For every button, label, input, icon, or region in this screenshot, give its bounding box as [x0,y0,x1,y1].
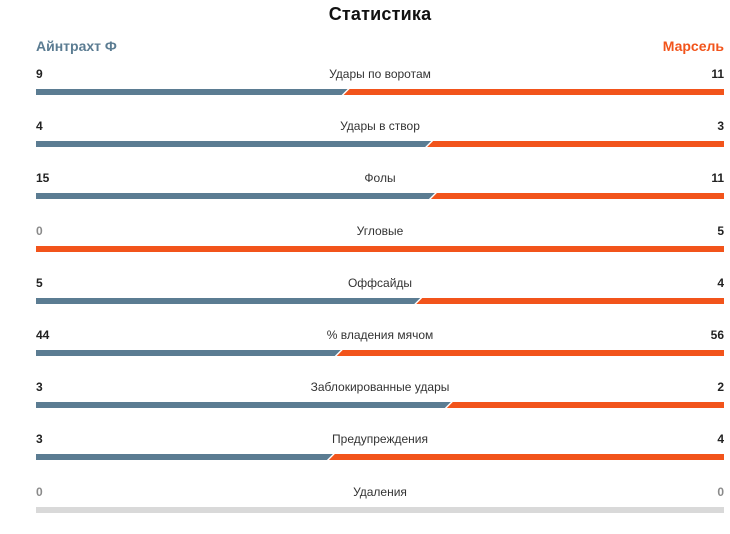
away-share-bar [416,297,724,304]
stat-bar [36,350,724,356]
stat-row-shots: 9 Удары по воротам 11 [36,67,724,101]
home-share-bar [36,141,432,148]
stat-bar-svg [36,141,724,148]
home-share-bar [36,350,341,356]
home-team-name[interactable]: Айнтрахт Ф [36,38,117,54]
stat-label: Оффсайды [347,275,413,290]
stat-label: Заблокированные удары [310,380,450,395]
stat-label: Удары по воротам [329,67,431,81]
stat-bar-svg [36,245,724,252]
stat-row-corners: 0 Угловые 5 [36,224,724,258]
away-value: 2 [717,380,724,395]
stat-row-red-cards: 0 Удаления 0 [36,485,724,519]
stat-bar [36,245,724,252]
away-value: 11 [711,171,724,186]
stat-label: Удаления [353,484,407,499]
home-share-bar [36,193,435,200]
home-share-bar [36,89,348,95]
away-value: 11 [711,67,724,81]
stat-row-shots-on-target: 4 Удары в створ 3 [36,119,724,153]
away-share-bar [343,89,724,95]
page-title: Статистика [328,4,432,24]
stat-bar-svg [36,297,724,304]
stat-bar [36,297,724,304]
stat-label: % владения мячом [326,328,434,342]
away-value: 3 [717,119,724,134]
stat-bar-svg [36,454,724,461]
away-value: 56 [710,328,724,342]
home-share-bar [36,402,451,409]
home-value: 15 [36,171,50,186]
home-share-bar [36,297,421,304]
away-value: 5 [717,223,724,238]
stat-row-fouls: 15 Фолы 11 [36,171,724,205]
home-value: 3 [36,432,43,447]
home-value: 9 [36,67,43,81]
stat-row-blocked-shots: 3 Заблокированные удары 2 [36,380,724,414]
away-share-bar [427,141,724,148]
home-value: 3 [36,380,43,395]
stat-bar-svg [36,402,724,409]
away-share-bar [430,193,724,200]
stat-bar-svg [36,89,724,95]
home-value: 0 [36,223,43,238]
away-share-bar [328,454,724,461]
stat-bar-svg [36,350,724,356]
stat-row-offsides: 5 Оффсайды 4 [36,276,724,310]
stat-bar [36,454,724,461]
away-value: 0 [717,484,724,499]
stat-label: Удары в створ [340,119,420,134]
stat-bar [36,402,724,409]
away-share-bar [36,245,724,252]
away-value: 4 [717,432,724,447]
stat-label: Угловые [356,223,404,238]
away-share-bar [336,350,724,356]
stat-label: Предупреждения [332,432,428,447]
stat-bar [36,193,724,200]
home-value: 0 [36,484,43,499]
stat-row-yellow-cards: 3 Предупреждения 4 [36,432,724,466]
stat-bar [36,506,724,513]
stat-label: Фолы [364,171,396,186]
away-value: 4 [717,275,724,290]
home-value: 4 [36,119,43,134]
home-share-bar [36,454,333,461]
stat-bar-svg [36,193,724,200]
stat-row-possession: 44 % владения мячом 56 [36,328,724,362]
home-value: 44 [36,328,50,342]
home-value: 5 [36,275,43,290]
away-team-name[interactable]: Марсель [662,38,724,54]
stat-bar [36,141,724,148]
away-share-bar [446,402,724,409]
stat-bar [36,89,724,95]
